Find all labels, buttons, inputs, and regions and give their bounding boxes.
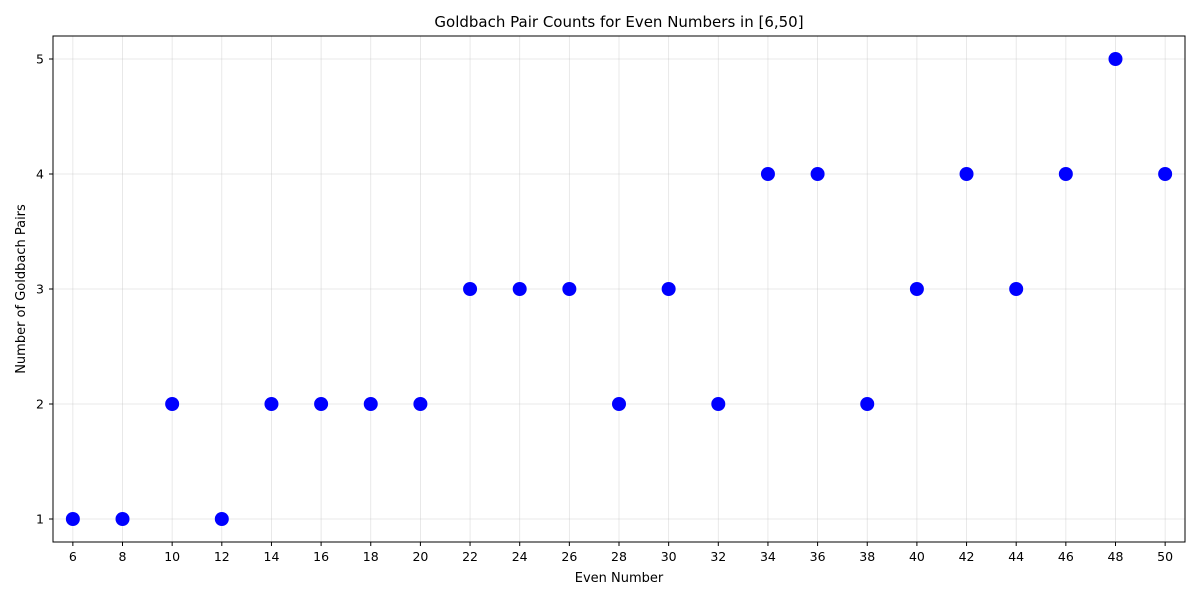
x-tick-label: 20 xyxy=(412,549,428,564)
data-point xyxy=(860,397,875,411)
x-tick-label: 12 xyxy=(214,549,230,564)
x-tick-label: 32 xyxy=(710,549,726,564)
x-tick-label: 36 xyxy=(810,549,826,564)
data-point xyxy=(1058,167,1073,181)
x-tick-label: 48 xyxy=(1108,549,1124,564)
y-tick-label: 5 xyxy=(36,52,44,67)
x-tick-label: 10 xyxy=(164,549,180,564)
data-point xyxy=(909,282,924,296)
data-point xyxy=(612,397,626,411)
y-tick-label: 4 xyxy=(36,167,44,182)
data-point xyxy=(959,167,974,181)
y-tick-label: 1 xyxy=(36,512,44,527)
data-point xyxy=(115,512,130,526)
data-point xyxy=(413,397,428,411)
data-point xyxy=(562,282,577,296)
data-point xyxy=(1158,167,1173,181)
data-point xyxy=(760,167,775,181)
x-axis-ticks: 6 8 10 12 14 16 18 20 22 24 26 28 30 32 34 36 38 40 42 44 46… xyxy=(69,542,1173,564)
data-point xyxy=(463,282,478,296)
y-tick-label: 3 xyxy=(36,282,44,297)
data-point xyxy=(65,512,80,526)
x-tick-label: 30 xyxy=(661,549,677,564)
y-axis-label: Number of Goldbach Pairs xyxy=(14,204,29,374)
chart-title: Goldbach Pair Counts for Even Numbers in… xyxy=(434,13,803,31)
x-tick-label: 40 xyxy=(909,549,925,564)
data-point xyxy=(661,282,676,296)
x-tick-label: 26 xyxy=(561,549,577,564)
x-tick-label: 28 xyxy=(611,549,627,564)
data-point xyxy=(165,397,180,411)
x-tick-label: 18 xyxy=(363,549,379,564)
x-tick-label: 6 xyxy=(69,549,77,564)
data-point xyxy=(1009,282,1024,296)
x-tick-label: 50 xyxy=(1157,549,1173,564)
data-point xyxy=(512,282,527,296)
x-tick-label: 44 xyxy=(1008,549,1024,564)
data-point xyxy=(1108,52,1123,66)
y-tick-label: 2 xyxy=(36,397,44,412)
data-point xyxy=(314,397,329,411)
data-point xyxy=(214,512,229,526)
x-tick-label: 24 xyxy=(512,549,528,564)
x-tick-label: 22 xyxy=(462,549,478,564)
x-axis-label: Even Number xyxy=(575,571,664,586)
x-tick-label: 42 xyxy=(959,549,975,564)
x-tick-label: 16 xyxy=(313,549,329,564)
data-points xyxy=(65,52,1173,526)
x-tick-label: 14 xyxy=(264,549,280,564)
x-tick-label: 8 xyxy=(119,549,127,564)
data-point xyxy=(363,397,378,411)
y-axis-ticks: 1 2 3 4 5 xyxy=(36,52,53,527)
data-point xyxy=(264,397,279,411)
data-point xyxy=(810,167,825,181)
x-tick-label: 38 xyxy=(859,549,875,564)
x-tick-label: 34 xyxy=(760,549,776,564)
x-tick-label: 46 xyxy=(1058,549,1074,564)
data-point xyxy=(711,397,726,411)
